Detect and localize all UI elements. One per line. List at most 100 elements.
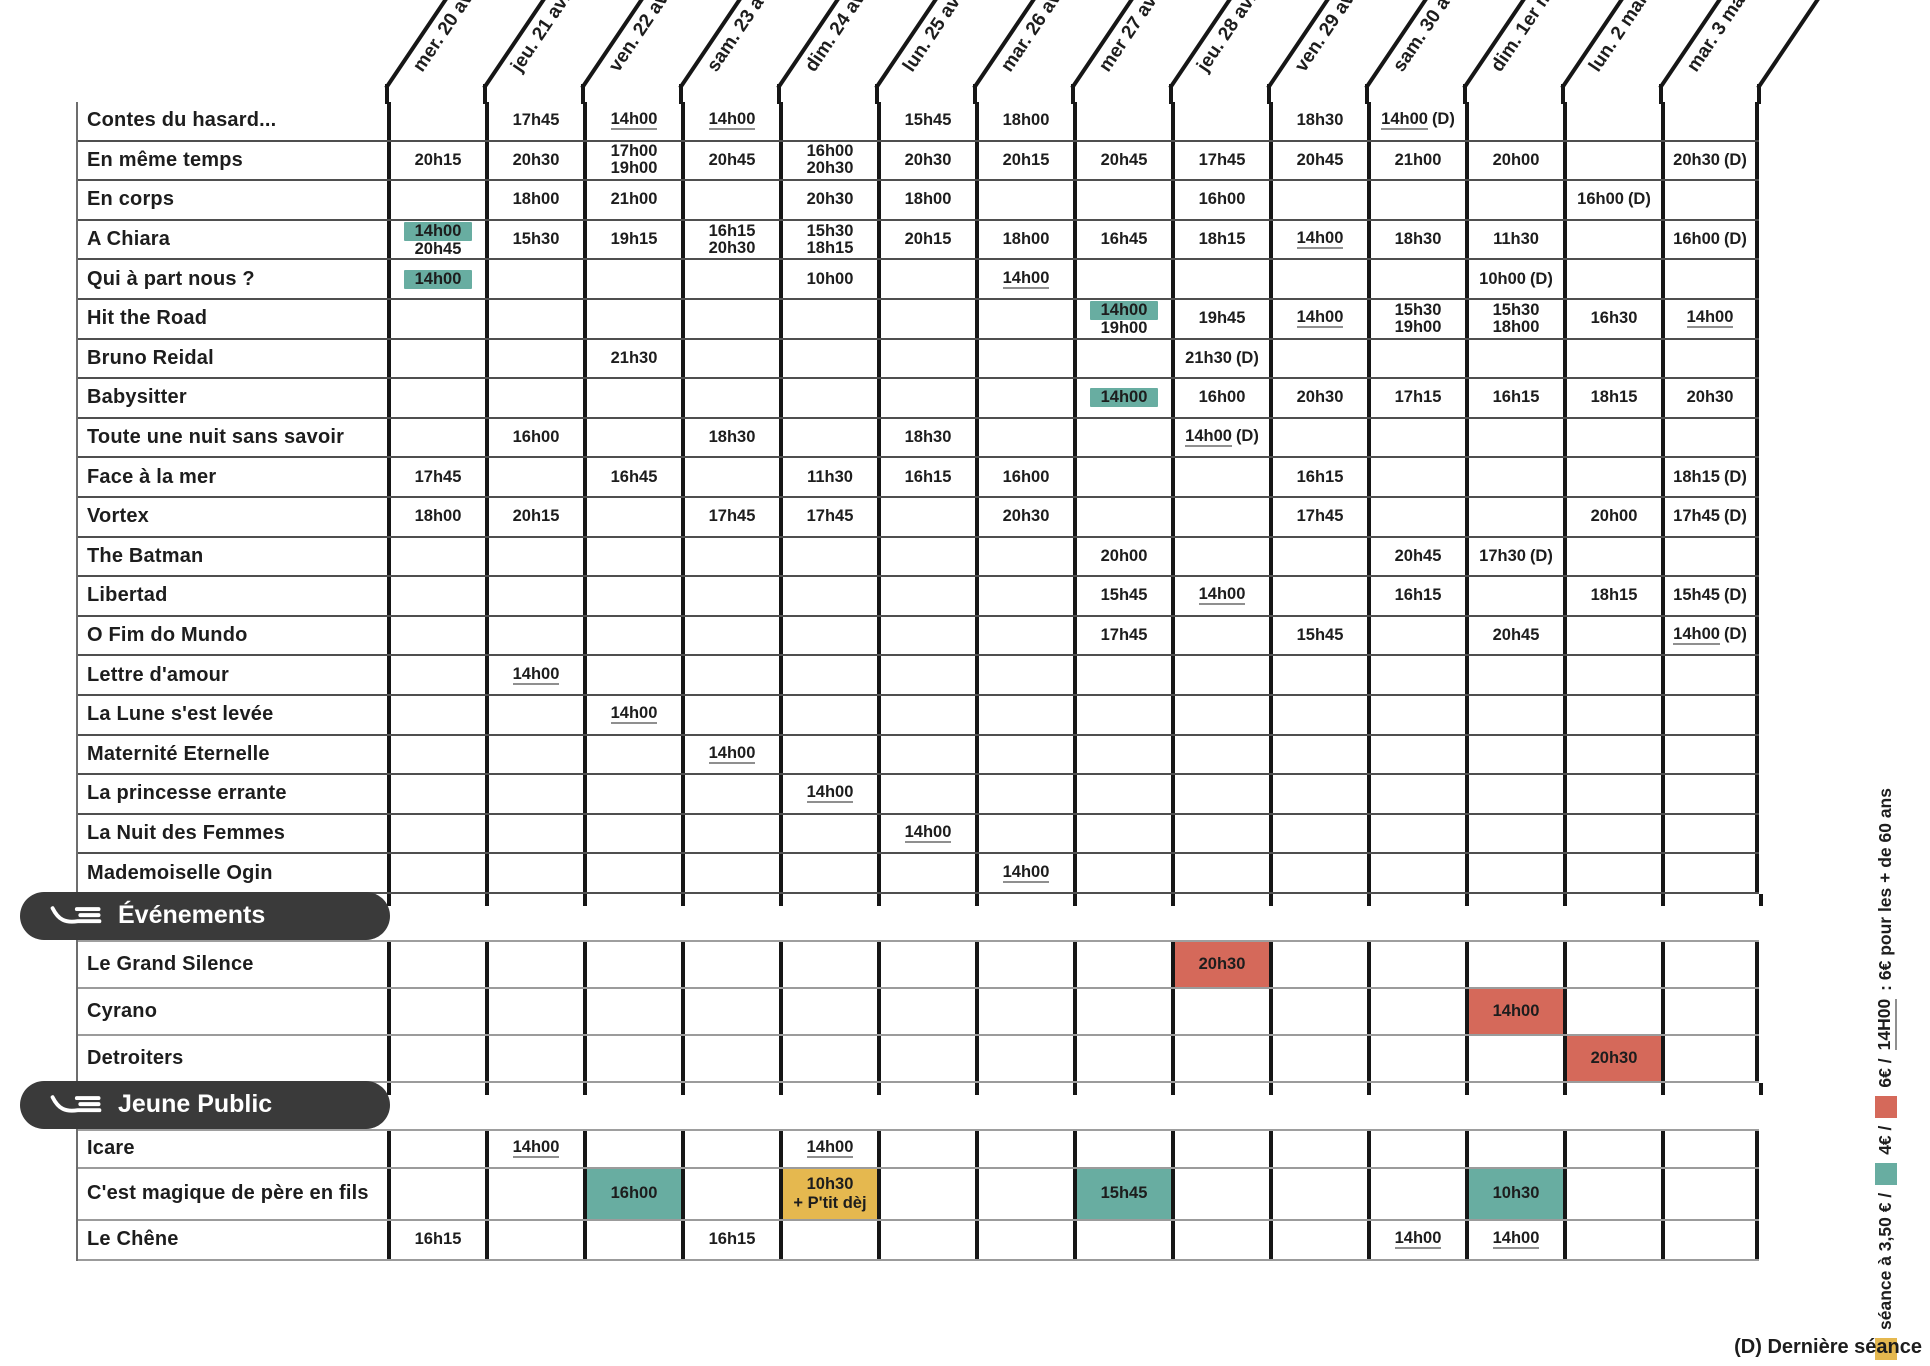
schedule-cell: 16h15: [1269, 458, 1367, 496]
schedule-cell: [1661, 1168, 1759, 1219]
column-stub: [681, 1082, 685, 1095]
showtime-line: 18h00: [513, 191, 560, 208]
schedule-cell: [1661, 102, 1759, 140]
column-stub: [681, 893, 685, 906]
schedule-cell: [485, 854, 583, 892]
showtime: 16h15: [1296, 467, 1344, 486]
showtime: 19h45: [1198, 309, 1246, 328]
section-banner: Jeune Public: [20, 1080, 390, 1129]
schedule-cell: [975, 577, 1073, 615]
schedule-cell: [975, 418, 1073, 457]
schedule-cell: 17h00 19h00: [583, 141, 681, 180]
schedule-cell: [583, 260, 681, 298]
showtime: 18h00: [1002, 230, 1050, 249]
showtime: 18h15: [1590, 586, 1638, 605]
showtime-line: 17h00: [611, 143, 658, 160]
schedule-cell: 20h00: [1563, 497, 1661, 536]
schedule-cell: 15h30 18h15: [779, 220, 877, 259]
showtime: 14h00: [610, 704, 658, 725]
schedule-cell: [877, 497, 975, 536]
schedule-cell: [387, 988, 485, 1034]
schedule-cell: 16h15: [877, 458, 975, 496]
showtime: 11h30: [1493, 230, 1539, 249]
header-column-stub: [1071, 84, 1075, 104]
showtime-line: 14h00: [610, 704, 658, 725]
schedule-cell: [1073, 1130, 1171, 1167]
header-column-stub: [1267, 84, 1271, 104]
film-title: A Chiara: [87, 228, 171, 251]
showtime: 16h00: [610, 1184, 658, 1203]
showtime: 20h45: [708, 150, 756, 169]
schedule-cell: 17h45: [1269, 497, 1367, 536]
schedule-cell: [1269, 695, 1367, 734]
schedule-cell: [1661, 988, 1759, 1034]
last-showing-marker: (D): [1723, 467, 1747, 486]
schedule-cell: [877, 695, 975, 734]
showtime-line: 16h00: [1199, 389, 1246, 406]
schedule-cell: [387, 299, 485, 338]
schedule-cell: [1465, 695, 1563, 734]
schedule-cell: [1171, 1220, 1269, 1259]
schedule-cell: [1563, 854, 1661, 892]
showtime-line: 15h45: [905, 112, 952, 129]
showtime: 16h15: [1492, 388, 1540, 407]
schedule-cell: [583, 379, 681, 417]
schedule-cell: 17h45 (D): [1661, 497, 1759, 536]
showtime-line: 16h00: [1199, 191, 1246, 208]
showtime-line: 20h45: [1493, 627, 1540, 644]
film-row: Qui à part nous ? 14h00 10h00 14h00 10h00 (D): [78, 260, 1759, 300]
schedule-cell: [387, 735, 485, 774]
showtime-line: 20h00: [1591, 508, 1638, 525]
showtime: 14h00: [1296, 229, 1344, 250]
showtime-line: 14h00: [403, 221, 473, 241]
showtime-line: 16h15: [905, 468, 952, 486]
schedule-cell: 15h30: [485, 220, 583, 259]
showtime-line: 18h30: [905, 429, 952, 446]
schedule-cell: [1465, 577, 1563, 615]
column-stub: [1563, 1082, 1567, 1095]
film-row: Detroiters 20h30: [78, 1035, 1759, 1083]
schedule-cell: [681, 854, 779, 892]
schedule-cell: 17h45: [387, 458, 485, 496]
schedule-cell: [1269, 814, 1367, 853]
schedule-cell: [1171, 988, 1269, 1034]
showtime: 16h00: [806, 142, 854, 161]
schedule-cell: [485, 260, 583, 298]
showtime: 15h30: [512, 230, 560, 249]
schedule-cell: [1563, 814, 1661, 853]
schedule-cell: [975, 695, 1073, 734]
schedule-cell: [877, 339, 975, 378]
showtime-line: 17h45: [1297, 508, 1344, 525]
schedule-cell: [387, 577, 485, 615]
showtime: 16h00: [1577, 190, 1624, 209]
showtime-line: 17h45: [709, 508, 756, 525]
schedule-cell: [1563, 616, 1661, 655]
column-stub: [779, 893, 783, 906]
showtime: 14h00: [403, 221, 473, 241]
schedule-cell: [681, 988, 779, 1034]
schedule-cell: 14h00: [583, 695, 681, 734]
film-row: La princesse errante 14h00: [78, 775, 1759, 815]
showtime: 17h45: [1673, 507, 1720, 526]
schedule-cell: [1171, 458, 1269, 496]
column-stub: [387, 1082, 391, 1095]
showtime-line: 18h00: [415, 508, 462, 525]
film-title: Lettre d'amour: [87, 663, 230, 686]
schedule-cell: [1171, 854, 1269, 892]
showtime-line: 18h00: [1003, 112, 1050, 129]
schedule-cell: [485, 339, 583, 378]
schedule-cell: [485, 735, 583, 774]
showtime: 16h45: [610, 467, 658, 486]
showtime: 18h15: [806, 238, 854, 257]
schedule-cell: [1367, 1168, 1465, 1219]
showtime-line: 20h30: [905, 151, 952, 169]
header-column-stub: [581, 84, 585, 104]
schedule-cell: [1465, 497, 1563, 536]
schedule-cell: 20h15: [975, 141, 1073, 180]
schedule-cell: 20h00: [1465, 141, 1563, 180]
film-row: Maternité Eternelle 14h00: [78, 735, 1759, 776]
schedule-cell: 15h45: [877, 102, 975, 140]
showtime-line: 20h00: [1493, 151, 1540, 169]
schedule-cell: [1171, 1130, 1269, 1167]
schedule-cell: [485, 941, 583, 987]
